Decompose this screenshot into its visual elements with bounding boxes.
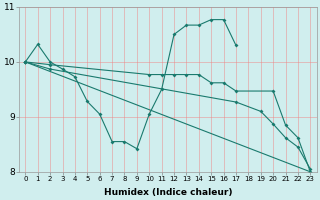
X-axis label: Humidex (Indice chaleur): Humidex (Indice chaleur)	[104, 188, 232, 197]
